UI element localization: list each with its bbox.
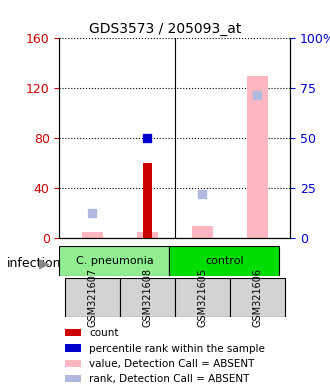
FancyBboxPatch shape <box>120 278 175 317</box>
Text: ▶: ▶ <box>39 256 50 270</box>
Text: C. pneumonia: C. pneumonia <box>76 256 153 266</box>
Text: GSM321608: GSM321608 <box>143 268 152 327</box>
Text: rank, Detection Call = ABSENT: rank, Detection Call = ABSENT <box>89 374 249 384</box>
Text: control: control <box>205 256 244 266</box>
FancyBboxPatch shape <box>230 278 285 317</box>
FancyBboxPatch shape <box>59 246 169 276</box>
Bar <box>192 226 213 238</box>
FancyBboxPatch shape <box>169 246 280 276</box>
Text: GSM321605: GSM321605 <box>197 268 207 327</box>
Bar <box>65 329 81 336</box>
FancyBboxPatch shape <box>175 278 230 317</box>
Text: infection: infection <box>7 257 61 270</box>
FancyBboxPatch shape <box>65 278 120 317</box>
Text: count: count <box>89 328 119 338</box>
Text: GSM321606: GSM321606 <box>252 268 262 327</box>
Bar <box>143 163 152 238</box>
Text: GSM321607: GSM321607 <box>87 268 97 327</box>
Bar <box>65 344 81 352</box>
Text: percentile rank within the sample: percentile rank within the sample <box>89 344 265 354</box>
Text: GDS3573 / 205093_at: GDS3573 / 205093_at <box>89 22 241 36</box>
Bar <box>137 232 158 238</box>
Text: value, Detection Call = ABSENT: value, Detection Call = ABSENT <box>89 359 254 369</box>
Bar <box>247 76 268 238</box>
Bar <box>65 360 81 367</box>
Bar <box>82 232 103 238</box>
Bar <box>65 375 81 382</box>
